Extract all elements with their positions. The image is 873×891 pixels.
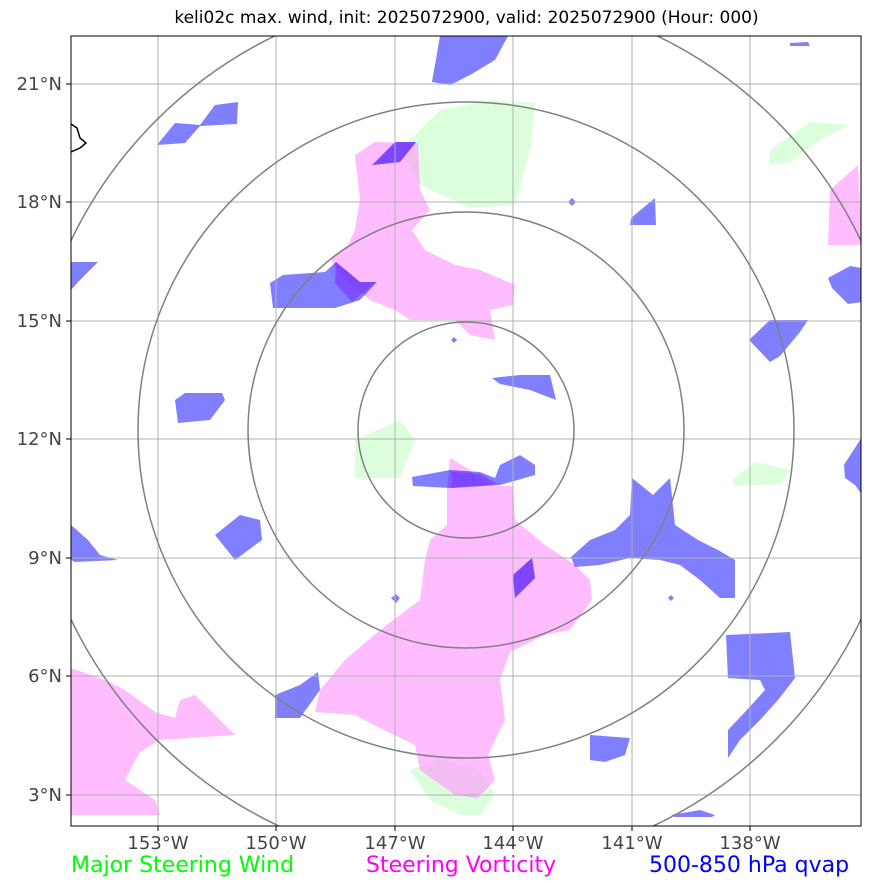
steering-wind-areas — [355, 100, 850, 815]
qvap-area-21 — [671, 810, 715, 817]
lat-label: 6°N — [28, 666, 62, 687]
range-ring-1 — [357, 321, 575, 539]
lon-label: 144°W — [482, 833, 543, 850]
lat-label: 15°N — [17, 311, 62, 332]
wind-area-center — [355, 420, 415, 478]
qvap-area-14 — [215, 515, 262, 560]
qvap-area-9 — [749, 320, 808, 362]
wind-area-east — [732, 462, 790, 486]
qvap-area-15 — [71, 525, 118, 562]
lon-label: 147°W — [364, 833, 425, 850]
overlap-area-1 — [335, 262, 375, 302]
vorticity-area-south — [315, 458, 592, 798]
range-ring-2 — [247, 211, 685, 649]
qvap-area-5 — [630, 198, 656, 225]
coastline — [71, 123, 88, 153]
qvap-dot-3 — [668, 595, 674, 601]
map-frame — [70, 35, 862, 827]
qvap-area-2 — [790, 42, 810, 46]
qvap-area-6 — [71, 262, 98, 290]
legend-steering-wind: Major Steering Wind — [71, 853, 295, 878]
lon-label: 150°W — [245, 833, 306, 850]
qvap-area-18 — [275, 672, 320, 718]
overlap-area-3 — [452, 472, 498, 488]
qvap-area-1 — [432, 36, 508, 85]
map-canvas: 21°N 18°N 15°N 12°N 9°N 6°N 3°N 153°W 15… — [17, 35, 862, 850]
qvap-area-20 — [590, 735, 630, 762]
gridlines — [71, 36, 861, 826]
qvap-area-16 — [571, 478, 735, 598]
qvap-area-11 — [175, 393, 225, 423]
lon-label: 153°W — [127, 833, 188, 850]
overlap-area-4 — [513, 558, 535, 598]
lon-label: 138°W — [719, 833, 780, 850]
qvap-area-13 — [412, 455, 535, 488]
lat-label: 21°N — [17, 74, 62, 95]
lat-label: 18°N — [17, 192, 62, 213]
qvap-dot-4 — [451, 337, 457, 343]
lat-labels: 21°N 18°N 15°N 12°N 9°N 6°N 3°N — [17, 74, 62, 806]
range-rings — [71, 36, 861, 826]
vorticity-area-north — [330, 142, 515, 340]
vorticity-area-southwest — [71, 668, 235, 815]
range-ring-3 — [137, 101, 795, 759]
wind-area-north — [400, 100, 535, 208]
wind-area-northeast — [770, 122, 850, 165]
lon-labels: 153°W 150°W 147°W 144°W 141°W 138°W — [127, 833, 780, 850]
qvap-area-3 — [157, 102, 238, 145]
legend-steering-vorticity: Steering Vorticity — [366, 853, 557, 878]
qvap-area-19 — [726, 632, 795, 758]
qvap-area-8 — [828, 266, 861, 304]
lat-label: 3°N — [28, 785, 62, 806]
qvap-area-10 — [492, 375, 556, 400]
map-title: keli02c max. wind, init: 2025072900, val… — [174, 8, 759, 28]
lat-label: 12°N — [17, 429, 62, 450]
lat-label: 9°N — [28, 548, 62, 569]
qvap-areas — [71, 36, 861, 817]
qvap-area-12 — [844, 440, 861, 494]
legend-qvap: 500-850 hPa qvap — [649, 853, 850, 878]
lon-label: 141°W — [601, 833, 662, 850]
